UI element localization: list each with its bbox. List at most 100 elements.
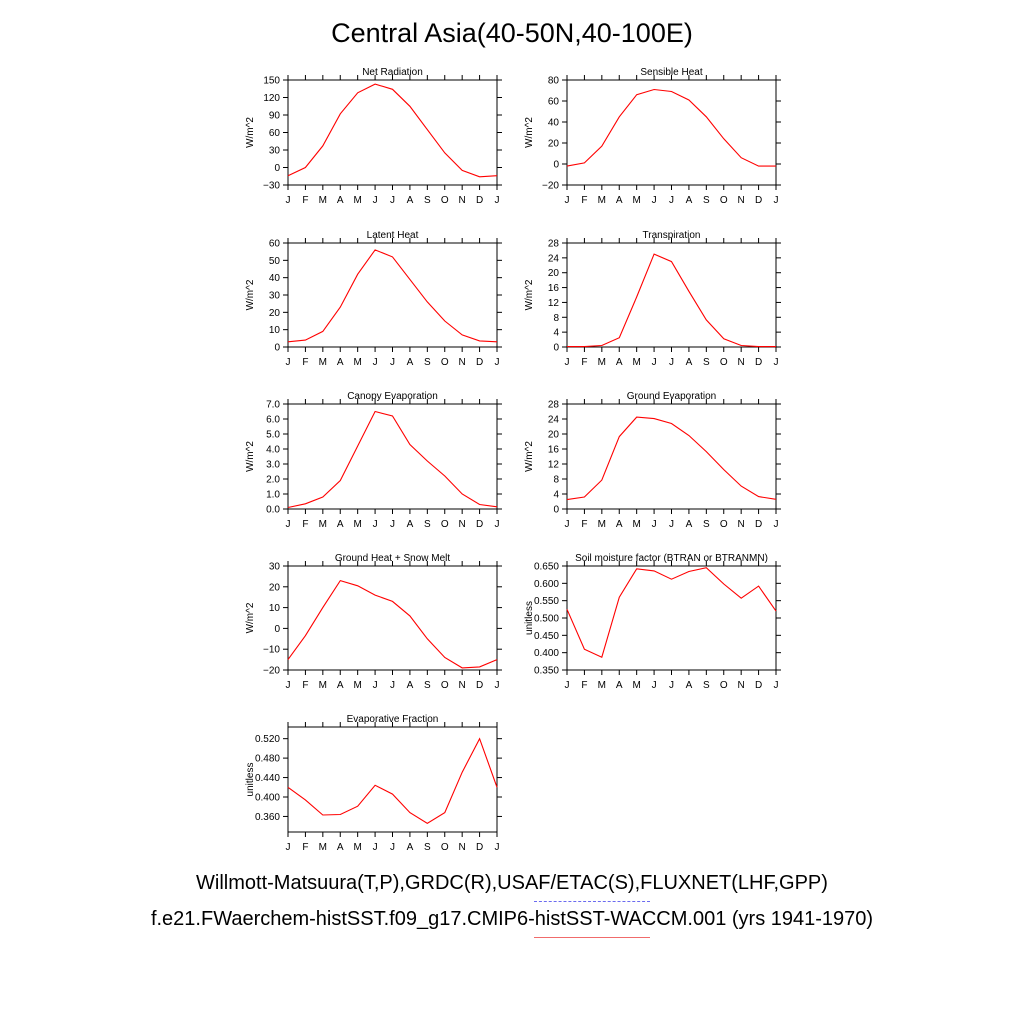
ground-heat-snow-melt-model-series-line [287,579,498,669]
evaporative-fraction-model-series-line [287,737,498,824]
net-radiation-y-tick-label: 120 [263,93,280,104]
ground-evaporation-x-tick-label: A [686,519,693,530]
ground-heat-snow-melt-x-tick-label: A [337,680,344,691]
canopy-evaporation-title: Canopy Evaporation [347,391,438,402]
latent-heat-y-tick-label: 20 [269,308,281,319]
canopy-evaporation-panel: Canopy Evaporation W/m^2 0.0 1.0 2.0 3.0 4.0 5.… [245,391,502,530]
figure-title: Central Asia(40-50N,40-100E) [331,18,693,48]
ground-heat-snow-melt-panel: Ground Heat + Snow Melt W/m^2 −20 −10 0 10 20 3… [245,553,502,691]
sensible-heat-y-tick-label: 40 [548,118,560,129]
canopy-evaporation-x-tick-label: N [459,519,466,530]
latent-heat-x-tick-label: A [407,357,414,368]
evaporative-fraction-y-tick-label: 0.400 [255,793,280,804]
latent-heat-x-tick-label: J [495,357,500,368]
ground-evaporation-model-series-line [566,416,777,501]
net-radiation-plot-frame [287,79,498,186]
ground-heat-snow-melt-x-tick-label: N [459,680,466,691]
sensible-heat-y-tick-label: 80 [548,76,560,87]
ground-evaporation-x-tick-label: J [774,519,779,530]
ground-heat-snow-melt-x-tick-label: S [424,680,431,691]
net-radiation-x-tick-label: A [337,195,344,206]
ground-heat-snow-melt-y-tick-label: 30 [269,562,281,573]
evaporative-fraction-x-tick-label: M [319,842,327,853]
soil-moisture-factor-x-tick-label: J [565,680,570,691]
evaporative-fraction-x-tick-label: O [441,842,449,853]
net-radiation-x-tick-label: J [495,195,500,206]
ground-heat-snow-melt-y-axis-label: W/m^2 [245,602,256,633]
transpiration-x-tick-label: D [755,357,762,368]
sensible-heat-y-axis-label: W/m^2 [524,117,535,148]
transpiration-y-tick-label: 8 [553,313,559,324]
sensible-heat-title: Sensible Heat [640,67,702,78]
evaporative-fraction-title: Evaporative Fraction [347,714,439,725]
evaporative-fraction-x-tick-label: M [353,842,361,853]
ground-evaporation-x-tick-label: F [581,519,587,530]
net-radiation-y-tick-label: 30 [269,146,281,157]
canopy-evaporation-x-tick-label: M [353,519,361,530]
sensible-heat-y-tick-label: 0 [553,160,559,171]
soil-moisture-factor-plot-frame [566,565,777,671]
canopy-evaporation-y-tick-label: 6.0 [266,415,280,426]
sensible-heat-x-tick-label: D [755,195,762,206]
net-radiation-y-tick-label: 90 [269,111,281,122]
soil-moisture-factor-x-tick-label: A [616,680,623,691]
latent-heat-model-series-line [287,249,498,343]
canopy-evaporation-y-axis-label: W/m^2 [245,441,256,472]
latent-heat-y-tick-label: 50 [269,256,281,267]
transpiration-y-axis-label: W/m^2 [524,279,535,310]
evaporative-fraction-x-tick-label: J [495,842,500,853]
sensible-heat-x-tick-label: N [738,195,745,206]
latent-heat-x-tick-label: M [319,357,327,368]
sensible-heat-x-tick-label: J [774,195,779,206]
sensible-heat-plot-frame [566,79,777,186]
soil-moisture-factor-x-tick-label: J [652,680,657,691]
transpiration-y-tick-label: 4 [553,328,559,339]
evaporative-fraction-x-tick-label: J [286,842,291,853]
sensible-heat-x-tick-label: J [652,195,657,206]
ground-evaporation-x-tick-label: J [565,519,570,530]
ground-evaporation-x-tick-label: S [703,519,710,530]
evaporative-fraction-x-tick-label: F [302,842,308,853]
net-radiation-y-axis-label: W/m^2 [245,117,256,148]
sensible-heat-x-tick-label: F [581,195,587,206]
transpiration-x-tick-label: J [669,357,674,368]
net-radiation-x-tick-label: J [390,195,395,206]
model-legend-line [534,937,650,938]
transpiration-x-tick-label: A [616,357,623,368]
sensible-heat-x-tick-label: M [632,195,640,206]
net-radiation-y-tick-label: 0 [274,163,280,174]
ground-heat-snow-melt-x-tick-label: F [302,680,308,691]
soil-moisture-factor-y-tick-label: 0.600 [534,579,559,590]
net-radiation-title: Net Radiation [362,67,423,78]
canopy-evaporation-x-tick-label: A [337,519,344,530]
ground-evaporation-x-tick-label: D [755,519,762,530]
net-radiation-x-tick-label: M [319,195,327,206]
evaporative-fraction-x-tick-label: S [424,842,431,853]
ground-heat-snow-melt-y-tick-label: −20 [263,666,280,677]
ground-evaporation-plot-frame [566,403,777,510]
soil-moisture-factor-title: Soil moisture factor (BTRAN or BTRANMN) [575,553,768,564]
observation-sources-caption: Willmott-Matsuura(T,P),GRDC(R),USAF/ETAC… [196,872,828,894]
transpiration-x-tick-label: F [581,357,587,368]
transpiration-x-tick-label: M [598,357,606,368]
canopy-evaporation-x-tick-label: O [441,519,449,530]
soil-moisture-factor-x-tick-label: F [581,680,587,691]
ground-heat-snow-melt-x-tick-label: D [476,680,483,691]
evaporative-fraction-x-tick-label: J [390,842,395,853]
ground-heat-snow-melt-y-tick-label: 10 [269,603,281,614]
ground-evaporation-x-tick-label: J [652,519,657,530]
transpiration-y-tick-label: 12 [548,298,560,309]
ground-heat-snow-melt-y-tick-label: 20 [269,582,281,593]
ground-evaporation-x-tick-label: A [616,519,623,530]
ground-evaporation-x-tick-label: O [720,519,728,530]
latent-heat-plot-frame [287,242,498,348]
soil-moisture-factor-x-tick-label: O [720,680,728,691]
transpiration-x-tick-label: N [738,357,745,368]
transpiration-y-tick-label: 20 [548,268,560,279]
soil-moisture-factor-y-tick-label: 0.500 [534,614,559,625]
latent-heat-x-tick-label: M [353,357,361,368]
evaporative-fraction-x-tick-label: N [459,842,466,853]
sensible-heat-y-tick-label: 60 [548,97,560,108]
evaporative-fraction-x-tick-label: A [337,842,344,853]
